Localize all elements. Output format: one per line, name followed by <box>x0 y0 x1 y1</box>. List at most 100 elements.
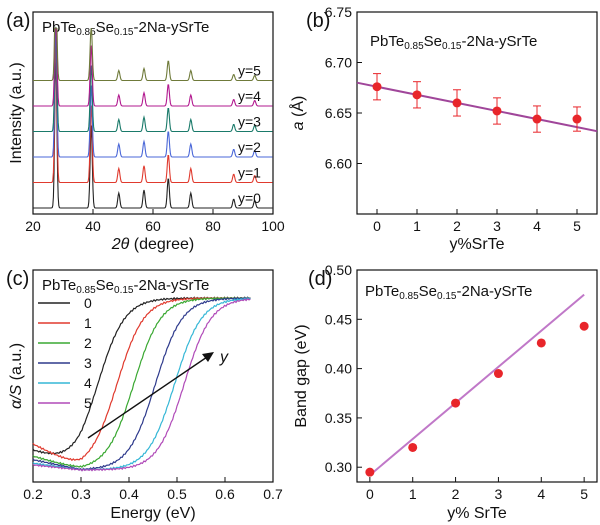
x-tick-label: 5 <box>580 486 588 502</box>
panel-a-y-axis-label: Intensity (a.u.) <box>8 62 25 163</box>
y-tick-label: 6.75 <box>325 4 352 20</box>
data-point <box>408 442 418 452</box>
legend-label: 1 <box>84 315 92 331</box>
panel-d-x-axis-label: y% SrTe <box>447 505 507 522</box>
xrd-trace <box>33 26 273 133</box>
panel-c-plot-frame <box>32 269 274 483</box>
panel-a-xrd: (a) PbTe0.85Se0.15-2Na-ySrTe y=0y=1y=2y=… <box>6 10 285 253</box>
y-tick-label: 0.50 <box>325 262 352 278</box>
panel-c-traces <box>32 296 251 472</box>
xrd-trace <box>33 27 273 107</box>
panel-b-letter: (b) <box>306 10 330 32</box>
panel-a-letter: (a) <box>6 10 30 32</box>
data-point <box>451 398 461 408</box>
panel-c-y-axis-label: α/S (a.u.) <box>8 343 25 409</box>
xrd-series-label: y=5 <box>238 63 261 79</box>
panel-c-x-axis-label: Energy (eV) <box>110 505 195 522</box>
absorption-trace <box>32 297 251 472</box>
x-tick-label: 4 <box>533 218 541 234</box>
y-tick-label: 6.60 <box>325 156 352 172</box>
panel-a-x-ticks: 20 40 60 80 100 <box>25 209 285 234</box>
panel-c-absorption: (c) PbTe0.85Se0.15-2Na-ySrTe 0 1 2 3 4 5 y 0.… <box>6 268 283 522</box>
x-tick-label: 2 <box>452 486 460 502</box>
x-tick-label: 1 <box>409 486 417 502</box>
panel-d-data <box>365 293 589 477</box>
x-tick-label: 0.6 <box>215 486 235 502</box>
data-point <box>579 321 589 331</box>
panel-a-title: PbTe0.85Se0.15-2Na-ySrTe <box>42 19 209 38</box>
x-tick-label: 3 <box>493 218 501 234</box>
panel-c-arrow-label: y <box>219 349 229 366</box>
x-tick-label: 60 <box>145 218 161 234</box>
y-tick-label: 0.45 <box>325 311 352 327</box>
y-tick-label: 0.30 <box>325 459 352 475</box>
panel-d-y-axis-label: Band gap (eV) <box>293 324 310 427</box>
data-point <box>572 114 582 124</box>
x-tick-label: 3 <box>495 486 503 502</box>
x-tick-label: 2 <box>453 218 461 234</box>
panel-b-ticks: 0 1 2 3 4 5 6.60 6.65 6.70 6.75 <box>325 4 581 234</box>
panel-c-arrow-line <box>87 354 211 439</box>
xrd-trace <box>33 42 273 184</box>
panel-b-lattice: (b) PbTe0.85Se0.15-2Na-ySrTe 0 1 2 3 4 5 6.60 6… <box>288 4 598 253</box>
x-tick-label: 40 <box>85 218 101 234</box>
panel-d-title: PbTe0.85Se0.15-2Na-ySrTe <box>365 283 532 302</box>
panel-c-legend: 0 1 2 3 4 5 <box>38 295 92 411</box>
xrd-series-label: y=2 <box>238 139 261 155</box>
data-point <box>412 90 422 100</box>
x-tick-label: 4 <box>537 486 545 502</box>
y-tick-label: 6.70 <box>325 55 352 71</box>
xrd-trace <box>33 57 273 209</box>
legend-label: 4 <box>84 375 92 391</box>
data-point <box>493 369 503 379</box>
panel-b-title: PbTe0.85Se0.15-2Na-ySrTe <box>370 33 537 52</box>
data-point <box>365 467 375 477</box>
panel-a-traces: y=0 y=1 y=2 y=3 y=4 y=5 <box>33 26 273 209</box>
xrd-series-label: y=1 <box>238 165 261 181</box>
panel-d-letter: (d) <box>308 268 332 290</box>
data-point <box>536 338 546 348</box>
y-tick-label: 0.40 <box>325 361 352 377</box>
panel-c-arrow-head <box>202 352 214 362</box>
x-tick-label: 20 <box>25 218 41 234</box>
x-tick-label: 0 <box>373 218 381 234</box>
legend-label: 5 <box>84 395 92 411</box>
legend-label: 0 <box>84 295 92 311</box>
panel-c-title: PbTe0.85Se0.15-2Na-ySrTe <box>42 277 209 296</box>
absorption-trace <box>32 297 251 472</box>
panel-c-x-ticks: 0.2 0.3 0.4 0.5 0.6 0.7 <box>23 477 283 502</box>
data-point <box>452 98 462 108</box>
x-tick-label: 5 <box>573 218 581 234</box>
xrd-series-label: y=4 <box>238 88 261 104</box>
x-tick-label: 0.4 <box>119 486 139 502</box>
xrd-trace <box>33 27 273 82</box>
data-point <box>372 82 382 92</box>
panel-d-plot-frame <box>356 269 598 483</box>
fit-line <box>369 293 585 476</box>
xrd-series-label: y=0 <box>238 190 261 206</box>
panel-d-bandgap: (d) PbTe0.85Se0.15-2Na-ySrTe 0 1 2 3 4 50.300… <box>293 262 598 522</box>
x-tick-label: 100 <box>261 218 285 234</box>
x-tick-label: 0.7 <box>263 486 283 502</box>
legend-label: 3 <box>84 355 92 371</box>
x-tick-label: 0.2 <box>23 486 43 502</box>
absorption-trace <box>32 296 251 456</box>
x-tick-label: 0.5 <box>167 486 187 502</box>
panel-b-data <box>356 73 598 133</box>
panel-b-x-axis-label: y%SrTe <box>449 236 504 253</box>
panel-a-x-axis-label: 2θ (degree) <box>111 236 195 253</box>
x-tick-label: 0 <box>366 486 374 502</box>
data-point <box>532 114 542 124</box>
panel-b-y-axis-label: a (Å) <box>288 96 307 131</box>
panel-c-arrow: y <box>87 349 229 439</box>
xrd-series-label: y=3 <box>238 114 261 130</box>
panel-d-ticks: 0 1 2 3 4 5 0.30 0.35 0.40 0.45 0.50 <box>325 262 588 502</box>
y-tick-label: 0.35 <box>325 410 352 426</box>
x-tick-label: 1 <box>413 218 421 234</box>
legend-label: 2 <box>84 335 92 351</box>
fit-line <box>356 81 598 133</box>
data-point <box>492 106 502 116</box>
panel-a-plot-frame <box>32 11 274 215</box>
absorption-trace <box>32 296 251 462</box>
